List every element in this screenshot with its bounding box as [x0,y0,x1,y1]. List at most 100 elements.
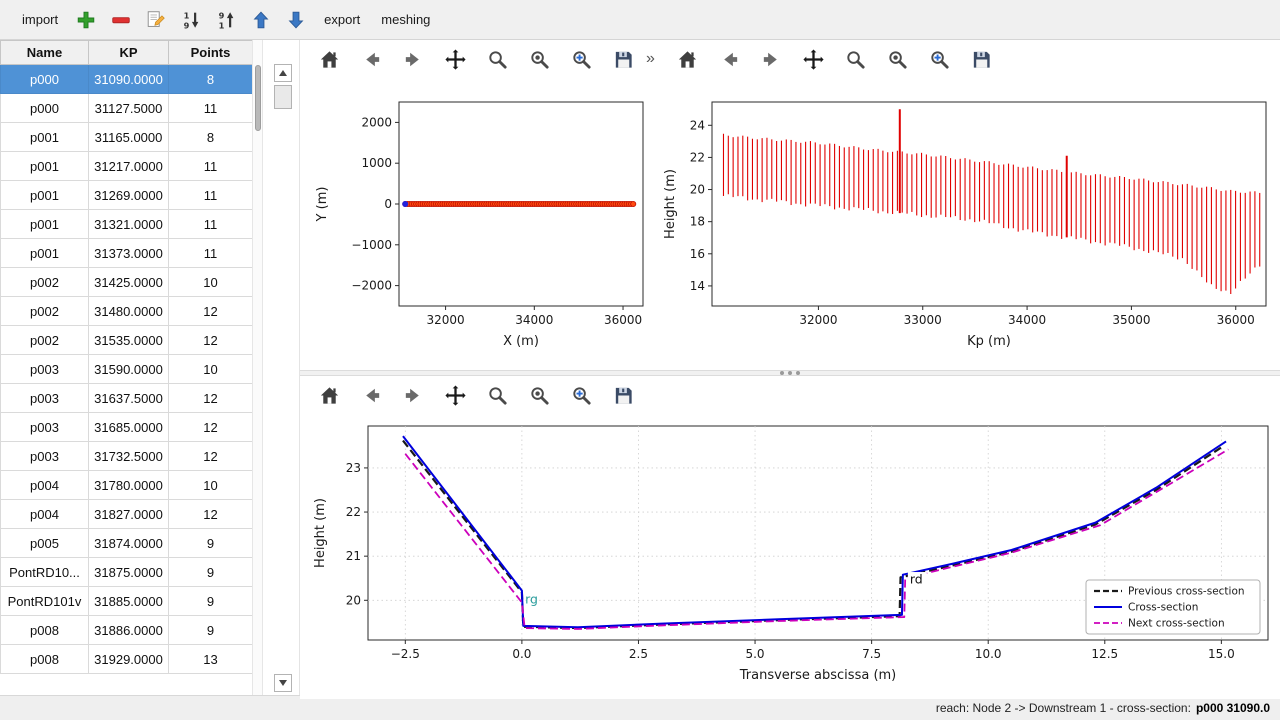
table-row[interactable]: p000 31127.5000 11 [0,93,253,123]
save-button[interactable] [610,382,636,408]
sort-ascending-button[interactable] [213,7,239,33]
horizontal-splitter[interactable] [300,370,1280,376]
cell-points: 11 [168,180,253,210]
svg-text:35000: 35000 [1112,313,1150,327]
plan-view-plot[interactable]: 32000 34000 36000 −2000 −1000 0 1000 2000 X (m) Y… [300,78,658,370]
arrow-right-icon [402,384,425,407]
cell-points: 12 [168,383,253,413]
home-button[interactable] [316,46,342,72]
cell-kp: 31685.0000 [88,412,169,442]
edit-parameters-button[interactable] [926,46,952,72]
edit-parameters-button[interactable] [568,382,594,408]
svg-text:21: 21 [346,549,361,563]
pan-button[interactable] [442,382,468,408]
pan-button[interactable] [800,46,826,72]
configure-subplots-button[interactable] [884,46,910,72]
sort-descending-button[interactable] [178,7,204,33]
zoom-button[interactable] [484,382,510,408]
longitudinal-profile-plot[interactable]: 32000 33000 34000 35000 36000 14 16 18 20 22 24 Kp … [658,78,1280,370]
zoom-button[interactable] [842,46,868,72]
export-button[interactable]: export [324,12,361,27]
back-button[interactable] [358,382,384,408]
table-row[interactable]: p000 31090.0000 8 [0,64,253,94]
cell-name: p001 [0,180,89,210]
scroll-down-button[interactable] [274,674,292,692]
home-icon [676,48,699,71]
configure-subplots-button[interactable] [526,382,552,408]
cross-section-plot[interactable]: −2.5 0.0 2.5 5.0 7.5 10.0 12.5 15.0 20 21 22 23 Tran… [300,414,1280,694]
cell-kp: 31929.0000 [88,644,169,674]
table-scrollbar[interactable] [252,40,263,695]
table-scrollbar-thumb[interactable] [255,65,261,131]
back-button[interactable] [358,46,384,72]
save-button[interactable] [968,46,994,72]
table-row[interactable]: p003 31685.0000 12 [0,412,253,442]
table-row[interactable]: p001 31165.0000 8 [0,122,253,152]
pan-button[interactable] [442,46,468,72]
panel-scrollbar[interactable] [271,40,295,695]
cell-kp: 31875.0000 [88,557,169,587]
scroll-up-button[interactable] [274,64,292,82]
table-row[interactable]: PontRD101v 31885.0000 9 [0,586,253,616]
svg-text:0: 0 [384,197,392,211]
cell-kp: 31269.0000 [88,180,169,210]
table-row[interactable]: p001 31269.0000 11 [0,180,253,210]
table-row[interactable]: p001 31217.0000 11 [0,151,253,181]
cell-points: 12 [168,499,253,529]
table-row[interactable]: p001 31321.0000 11 [0,209,253,239]
move-down-button[interactable] [283,7,309,33]
svg-text:33000: 33000 [904,313,942,327]
table-row[interactable]: p004 31780.0000 10 [0,470,253,500]
cell-kp: 31885.0000 [88,586,169,616]
panel-scrollbar-thumb[interactable] [274,85,292,109]
edit-cross-section-button[interactable] [143,7,169,33]
svg-text:Y (m): Y (m) [315,187,330,223]
back-button[interactable] [716,46,742,72]
cell-kp: 31480.0000 [88,296,169,326]
configure-subplots-button[interactable] [526,46,552,72]
table-row[interactable]: p002 31425.0000 10 [0,267,253,297]
move-up-button[interactable] [248,7,274,33]
plan-view-panel: » 32000 34000 36000 −2000 −1000 0 1000 2000 X (m… [300,40,658,370]
column-header-kp[interactable]: KP [88,40,169,65]
svg-text:2.5: 2.5 [629,647,648,661]
home-button[interactable] [316,382,342,408]
table-row[interactable]: p003 31637.5000 12 [0,383,253,413]
table-row[interactable]: p002 31535.0000 12 [0,325,253,355]
cell-name: p002 [0,325,89,355]
table-row[interactable]: p002 31480.0000 12 [0,296,253,326]
triangle-up-icon [279,70,287,76]
svg-text:12.5: 12.5 [1091,647,1118,661]
column-header-points[interactable]: Points [168,40,253,65]
forward-button[interactable] [758,46,784,72]
table-row[interactable]: p005 31874.0000 9 [0,528,253,558]
home-button[interactable] [674,46,700,72]
table-row[interactable]: p003 31732.5000 12 [0,441,253,471]
forward-button[interactable] [400,382,426,408]
forward-button[interactable] [400,46,426,72]
cell-points: 13 [168,644,253,674]
toolbar-overflow-indicator[interactable]: » [646,50,655,67]
table-row[interactable]: p004 31827.0000 12 [0,499,253,529]
cell-kp: 31217.0000 [88,151,169,181]
meshing-button[interactable]: meshing [381,12,431,27]
add-cross-section-button[interactable] [73,7,99,33]
cell-name: p004 [0,499,89,529]
save-button[interactable] [610,46,636,72]
table-row[interactable]: p008 31929.0000 13 [0,644,253,674]
remove-cross-section-button[interactable] [108,7,134,33]
table-row[interactable]: p008 31886.0000 9 [0,615,253,645]
table-row[interactable]: p001 31373.0000 11 [0,238,253,268]
triangle-down-icon [279,680,287,686]
svg-text:5.0: 5.0 [745,647,764,661]
cell-points: 12 [168,325,253,355]
column-header-name[interactable]: Name [0,40,89,65]
table-row[interactable]: p003 31590.0000 10 [0,354,253,384]
svg-text:X (m): X (m) [503,334,539,349]
table-row[interactable]: PontRD10... 31875.0000 9 [0,557,253,587]
import-button[interactable]: import [22,12,59,27]
zoom-button[interactable] [484,46,510,72]
arrow-left-icon [360,48,383,71]
magnifier-dot-icon [528,384,551,407]
edit-parameters-button[interactable] [568,46,594,72]
